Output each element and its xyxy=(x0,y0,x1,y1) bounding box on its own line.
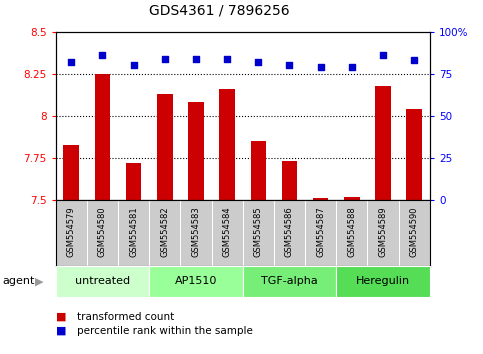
Text: GSM554586: GSM554586 xyxy=(285,206,294,257)
Point xyxy=(223,56,231,62)
Text: GSM554590: GSM554590 xyxy=(410,206,419,257)
Bar xyxy=(368,200,398,266)
Bar xyxy=(149,266,242,297)
Text: GSM554581: GSM554581 xyxy=(129,206,138,257)
Point xyxy=(192,56,200,62)
Bar xyxy=(118,200,149,266)
Bar xyxy=(375,86,391,200)
Bar xyxy=(87,200,118,266)
Point xyxy=(348,64,356,70)
Text: GDS4361 / 7896256: GDS4361 / 7896256 xyxy=(149,4,290,18)
Text: ▶: ▶ xyxy=(35,276,43,286)
Text: GSM554589: GSM554589 xyxy=(379,206,387,257)
Bar xyxy=(149,200,180,266)
Point xyxy=(379,53,387,58)
Bar xyxy=(95,74,110,200)
Bar xyxy=(336,266,430,297)
Text: Heregulin: Heregulin xyxy=(356,276,410,286)
Text: agent: agent xyxy=(2,276,35,286)
Text: GSM554582: GSM554582 xyxy=(160,206,169,257)
Text: GSM554580: GSM554580 xyxy=(98,206,107,257)
Bar xyxy=(56,266,149,297)
Bar xyxy=(188,103,204,200)
Text: GSM554583: GSM554583 xyxy=(191,206,200,257)
Point xyxy=(285,63,293,68)
Bar xyxy=(157,94,172,200)
Text: GSM554587: GSM554587 xyxy=(316,206,325,257)
Point xyxy=(67,59,75,65)
Bar xyxy=(242,266,336,297)
Bar xyxy=(313,198,328,200)
Text: GSM554579: GSM554579 xyxy=(67,206,76,257)
Point xyxy=(255,59,262,65)
Bar xyxy=(126,163,142,200)
Text: AP1510: AP1510 xyxy=(175,276,217,286)
Text: ■: ■ xyxy=(56,312,66,322)
Bar xyxy=(212,200,242,266)
Point xyxy=(411,58,418,63)
Bar xyxy=(56,200,87,266)
Text: GSM554588: GSM554588 xyxy=(347,206,356,257)
Bar xyxy=(398,200,430,266)
Bar xyxy=(219,89,235,200)
Bar xyxy=(242,200,274,266)
Text: GSM554585: GSM554585 xyxy=(254,206,263,257)
Bar xyxy=(274,200,305,266)
Text: GSM554584: GSM554584 xyxy=(223,206,232,257)
Text: percentile rank within the sample: percentile rank within the sample xyxy=(77,326,253,336)
Bar xyxy=(407,109,422,200)
Text: transformed count: transformed count xyxy=(77,312,174,322)
Bar xyxy=(251,141,266,200)
Point xyxy=(99,53,106,58)
Point xyxy=(317,64,325,70)
Bar xyxy=(282,161,298,200)
Bar xyxy=(63,144,79,200)
Bar xyxy=(344,197,360,200)
Point xyxy=(129,63,137,68)
Bar xyxy=(305,200,336,266)
Text: TGF-alpha: TGF-alpha xyxy=(261,276,318,286)
Text: untreated: untreated xyxy=(75,276,130,286)
Bar xyxy=(180,200,212,266)
Bar xyxy=(336,200,368,266)
Point xyxy=(161,56,169,62)
Text: ■: ■ xyxy=(56,326,66,336)
